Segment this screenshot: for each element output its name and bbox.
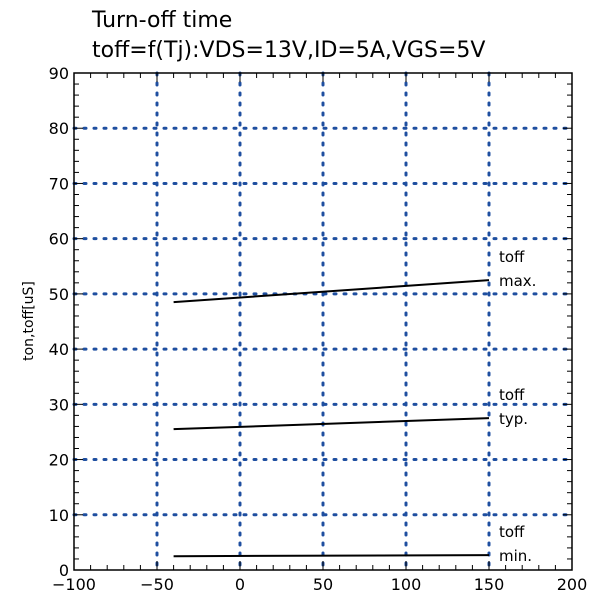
x-tick-label: 150 — [474, 575, 505, 594]
y-tick-label: 40 — [49, 340, 69, 359]
x-tick-label: 50 — [313, 575, 333, 594]
x-tick-label: 0 — [235, 575, 245, 594]
x-tick-label: 100 — [391, 575, 422, 594]
grid — [74, 73, 572, 570]
x-tick-label: 200 — [557, 575, 588, 594]
series-group — [174, 280, 489, 556]
x-tick-label: −50 — [140, 575, 174, 594]
y-tick-label: 70 — [49, 174, 69, 193]
annotation-label: typ. — [499, 410, 528, 428]
y-tick-label: 60 — [49, 230, 69, 249]
series-line-3 — [174, 555, 489, 556]
y-axis-label: ton,toff[uS] — [21, 281, 37, 361]
series-line-2 — [174, 418, 489, 429]
annotations: toff max. toff typ. toff min. — [499, 248, 536, 565]
y-tick-label: 20 — [49, 451, 69, 470]
chart-subtitle: toff=f(Tj):VDS=13V,ID=5A,VGS=5V — [92, 38, 485, 63]
annotation-label: max. — [499, 272, 536, 290]
series-line-1 — [174, 280, 489, 302]
y-tick-label: 10 — [49, 506, 69, 525]
y-tick-label: 90 — [49, 64, 69, 83]
y-tick-label: 0 — [59, 561, 69, 580]
annotation-label: toff — [499, 523, 525, 541]
y-tick-label: 30 — [49, 395, 69, 414]
chart-title: Turn-off time — [91, 8, 232, 33]
annotation-label: min. — [499, 547, 532, 565]
y-tick-label: 50 — [49, 285, 69, 304]
annotation-label: toff — [499, 248, 525, 266]
y-tick-label: 80 — [49, 119, 69, 138]
annotation-label: toff — [499, 386, 525, 404]
